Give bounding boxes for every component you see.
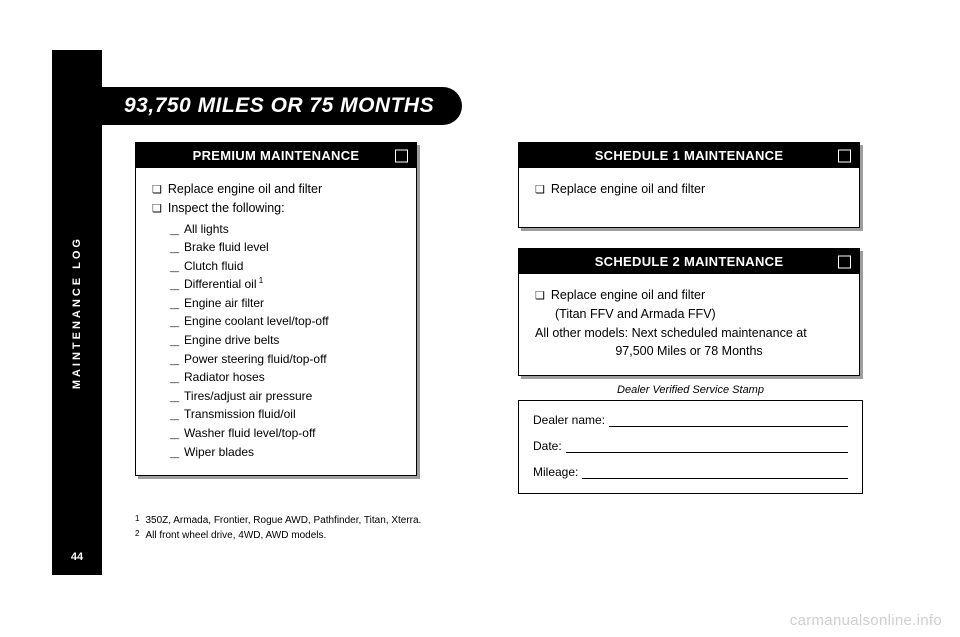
- schedule1-item-text: Replace engine oil and filter: [551, 180, 705, 199]
- premium-item-text: Inspect the following:: [168, 199, 285, 218]
- sidebar-label: MAINTENANCE LOG: [71, 236, 83, 389]
- footnote-num: 1: [135, 513, 139, 528]
- premium-subitem: __ Transmission fluid/oil: [170, 405, 400, 424]
- footnotes: 1 350Z, Armada, Frontier, Rogue AWD, Pat…: [135, 513, 421, 543]
- underscore-icon: __: [170, 242, 178, 256]
- premium-subitem-text: Radiator hoses: [184, 368, 265, 387]
- checkbox-icon: [395, 149, 408, 162]
- dealer-stamp-title: Dealer Verified Service Stamp: [518, 384, 863, 396]
- premium-body: ❏ Replace engine oil and filter ❏ Inspec…: [136, 168, 416, 475]
- date-label: Date:: [533, 439, 562, 453]
- bullet-icon: ❏: [535, 182, 545, 199]
- premium-subitem-text: Engine air filter: [184, 294, 264, 313]
- premium-subitem: __ Wiper blades: [170, 443, 400, 462]
- mileage-label: Mileage:: [533, 465, 578, 479]
- date-row: Date:: [533, 439, 848, 453]
- premium-subitem: __ Clutch fluid: [170, 257, 400, 276]
- premium-subitem: __ Tires/adjust air pressure: [170, 387, 400, 406]
- premium-subitem-text: Differential oil 1: [184, 275, 263, 294]
- bullet-icon: ❏: [152, 182, 162, 199]
- underscore-icon: __: [170, 354, 178, 368]
- premium-sublist: __ All lights __ Brake fluid level __ Clutch …: [170, 220, 400, 462]
- premium-item-text: Replace engine oil and filter: [168, 180, 322, 199]
- underscore-icon: __: [170, 261, 178, 275]
- footnote-text: 350Z, Armada, Frontier, Rogue AWD, Pathf…: [145, 513, 421, 528]
- underscore-icon: __: [170, 447, 178, 461]
- footnote: 1 350Z, Armada, Frontier, Rogue AWD, Pat…: [135, 513, 421, 528]
- premium-header-text: PREMIUM MAINTENANCE: [193, 148, 360, 163]
- premium-subitem: __ All lights: [170, 220, 400, 239]
- bullet-icon: ❏: [535, 288, 545, 305]
- premium-subitem: __ Engine coolant level/top-off: [170, 312, 400, 331]
- premium-subitem-text: Transmission fluid/oil: [184, 405, 296, 424]
- premium-subitem: __ Differential oil 1: [170, 275, 400, 294]
- dealer-stamp-box: Dealer name: Date: Mileage:: [518, 400, 863, 494]
- underscore-icon: __: [170, 298, 178, 312]
- premium-item: ❏ Replace engine oil and filter: [152, 180, 400, 199]
- premium-subitem: __ Radiator hoses: [170, 368, 400, 387]
- premium-header: PREMIUM MAINTENANCE: [136, 143, 416, 168]
- underscore-icon: __: [170, 279, 178, 293]
- schedule2-header: SCHEDULE 2 MAINTENANCE: [519, 249, 859, 274]
- schedule2-body: ❏ Replace engine oil and filter (Titan F…: [519, 274, 859, 375]
- schedule1-header-text: SCHEDULE 1 MAINTENANCE: [595, 148, 784, 163]
- schedule2-line3: All other models: Next scheduled mainten…: [535, 324, 843, 343]
- footnote: 2 All front wheel drive, 4WD, AWD models…: [135, 528, 421, 543]
- premium-subitem-text: Tires/adjust air pressure: [184, 387, 312, 406]
- schedule1-panel: SCHEDULE 1 MAINTENANCE ❏ Replace engine …: [518, 142, 860, 228]
- sidebar-label-container: MAINTENANCE LOG: [52, 50, 102, 575]
- dealer-name-row: Dealer name:: [533, 413, 848, 427]
- premium-subitem-text: Clutch fluid: [184, 257, 243, 276]
- footnote-num: 2: [135, 528, 139, 543]
- schedule2-line1: Replace engine oil and filter: [551, 286, 705, 305]
- dealer-name-label: Dealer name:: [533, 413, 605, 427]
- premium-subitem: __ Engine drive belts: [170, 331, 400, 350]
- premium-subitem-text: Wiper blades: [184, 443, 254, 462]
- dealer-name-field[interactable]: [609, 415, 848, 427]
- underscore-icon: __: [170, 391, 178, 405]
- underscore-icon: __: [170, 335, 178, 349]
- premium-subitem-text: Power steering fluid/top-off: [184, 350, 327, 369]
- bullet-icon: ❏: [152, 201, 162, 218]
- mileage-field[interactable]: [582, 467, 848, 479]
- page-title: 93,750 MILES OR 75 MONTHS: [102, 87, 462, 125]
- schedule1-body: ❏ Replace engine oil and filter: [519, 168, 859, 227]
- date-field[interactable]: [566, 441, 848, 453]
- premium-subitem-text: Engine drive belts: [184, 331, 279, 350]
- schedule1-item: ❏ Replace engine oil and filter: [535, 180, 843, 199]
- dealer-stamp-region: Dealer Verified Service Stamp Dealer nam…: [518, 384, 863, 494]
- schedule2-header-text: SCHEDULE 2 MAINTENANCE: [595, 254, 784, 269]
- superscript: 1: [257, 276, 264, 285]
- mileage-row: Mileage:: [533, 465, 848, 479]
- checkbox-icon: [838, 149, 851, 162]
- footnote-text: All front wheel drive, 4WD, AWD models.: [145, 528, 326, 543]
- premium-subitem: __ Brake fluid level: [170, 238, 400, 257]
- checkbox-icon: [838, 255, 851, 268]
- premium-subitem: __ Power steering fluid/top-off: [170, 350, 400, 369]
- underscore-icon: __: [170, 224, 178, 238]
- premium-subitem-text: Washer fluid level/top-off: [184, 424, 315, 443]
- premium-subitem-text: Engine coolant level/top-off: [184, 312, 329, 331]
- underscore-icon: __: [170, 372, 178, 386]
- premium-subitem: __ Engine air filter: [170, 294, 400, 313]
- underscore-icon: __: [170, 316, 178, 330]
- schedule1-header: SCHEDULE 1 MAINTENANCE: [519, 143, 859, 168]
- schedule2-line2: (Titan FFV and Armada FFV): [535, 305, 843, 324]
- page-number: 44: [52, 551, 102, 563]
- schedule2-item: ❏ Replace engine oil and filter: [535, 286, 843, 305]
- premium-subitem: __ Washer fluid level/top-off: [170, 424, 400, 443]
- premium-subitem-text: All lights: [184, 220, 229, 239]
- schedule2-panel: SCHEDULE 2 MAINTENANCE ❏ Replace engine …: [518, 248, 860, 376]
- schedule2-line4: 97,500 Miles or 78 Months: [535, 342, 843, 361]
- watermark: carmanualsonline.info: [790, 612, 942, 629]
- premium-item: ❏ Inspect the following:: [152, 199, 400, 218]
- premium-panel: PREMIUM MAINTENANCE ❏ Replace engine oil…: [135, 142, 417, 476]
- underscore-icon: __: [170, 428, 178, 442]
- underscore-icon: __: [170, 409, 178, 423]
- premium-subitem-text: Brake fluid level: [184, 238, 269, 257]
